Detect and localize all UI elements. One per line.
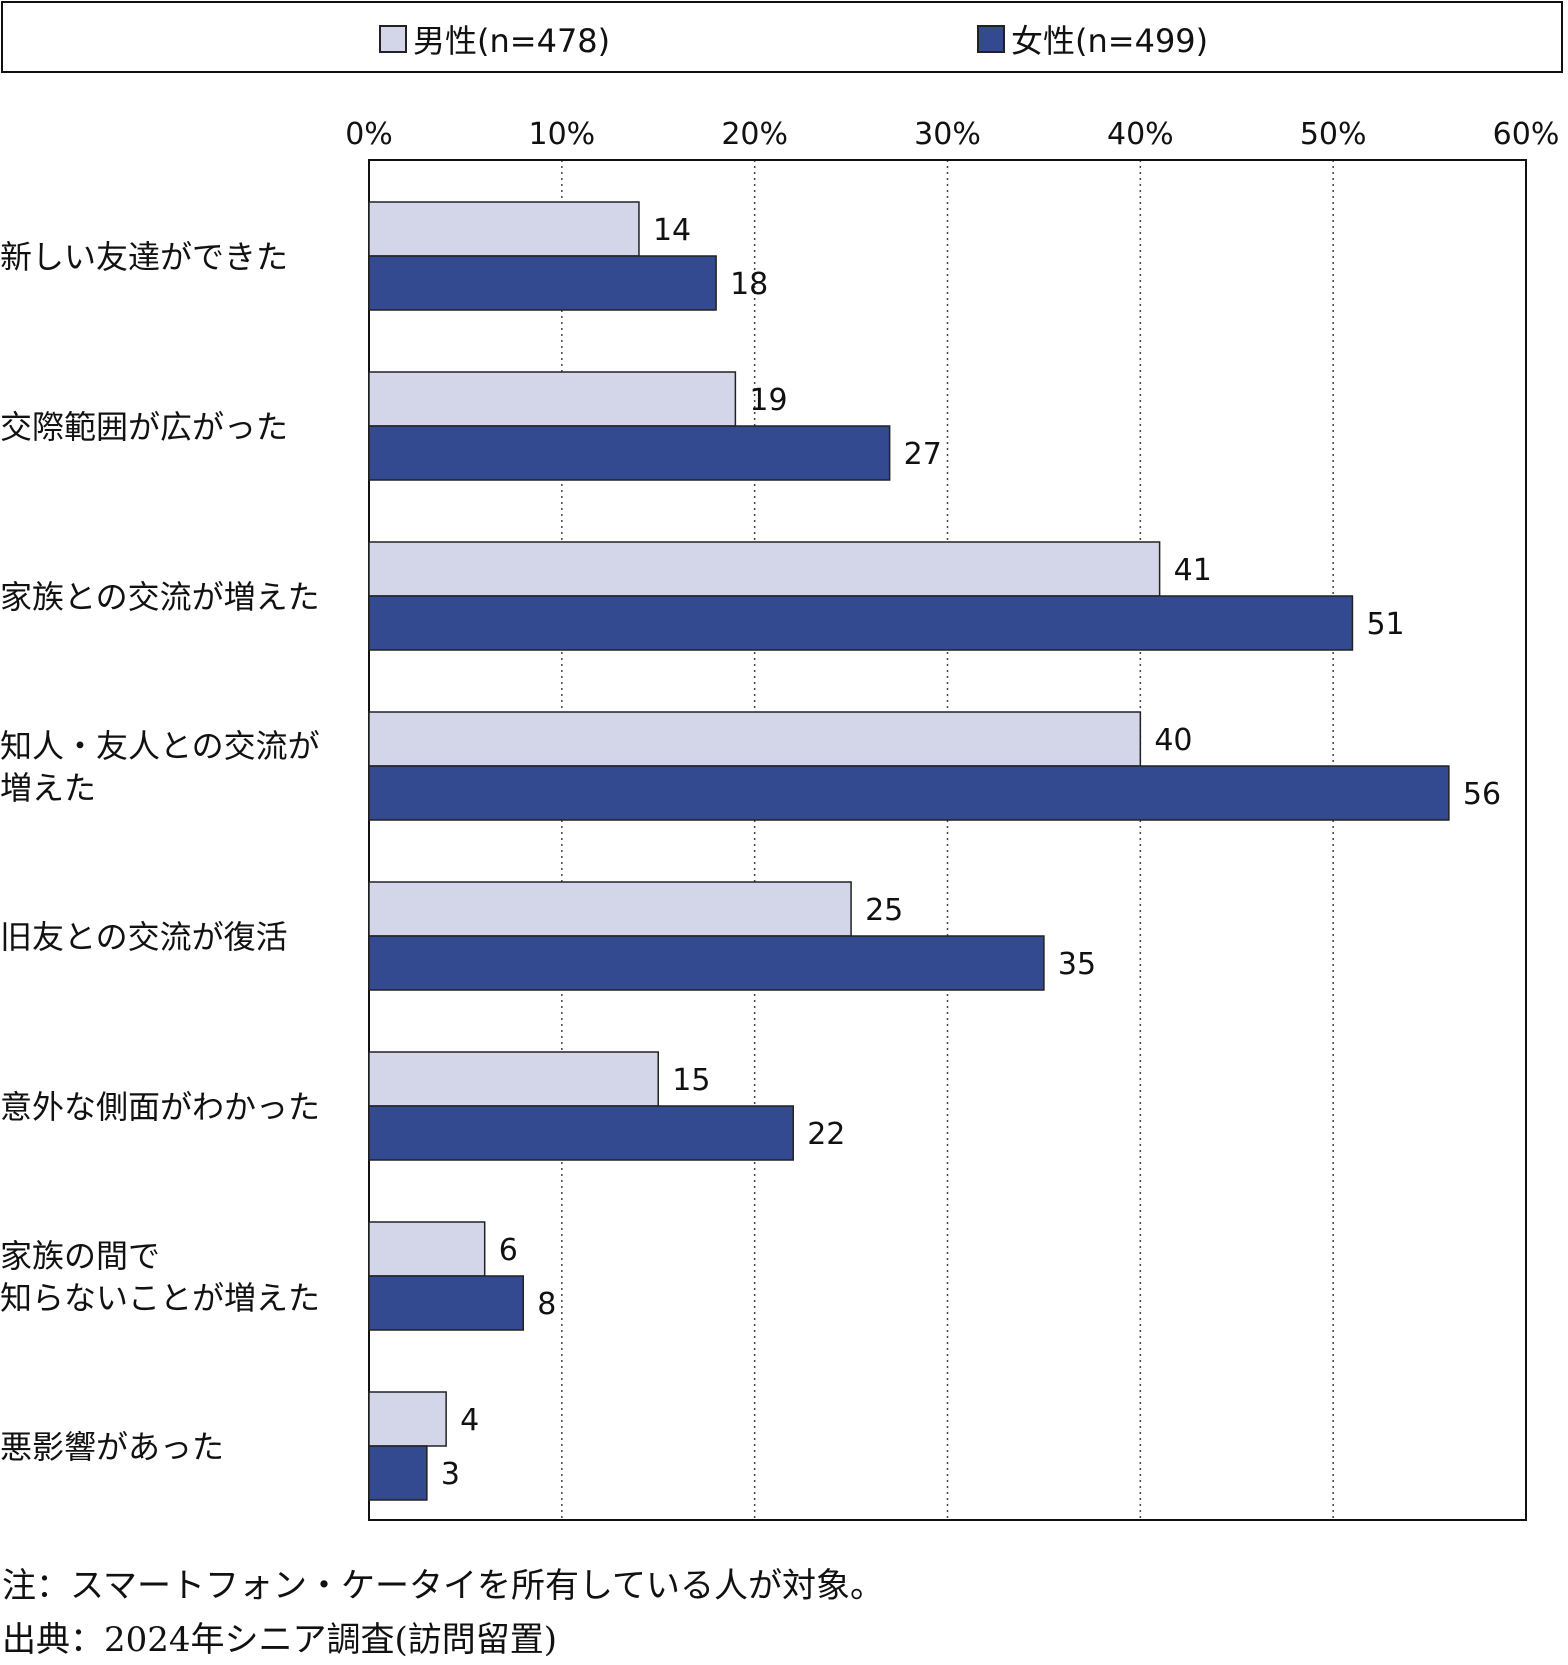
bar-chart: 0% 10% 20% 30% 40% 50% 60% 14 18 新しい友達ができた 19 27 交際範…: [0, 117, 1560, 1521]
category-label: 悪影響があった: [0, 1428, 224, 1466]
bar-male: [368, 1391, 447, 1447]
x-tick-label: 30%: [914, 117, 981, 152]
category-label: 新しい友達ができた: [0, 238, 288, 276]
x-tick-label: 20%: [721, 117, 788, 152]
data-label: 25: [865, 893, 903, 928]
bar-male: [368, 541, 1161, 597]
bar-male: [368, 201, 640, 257]
footer-source: 出典：2024年シニア調査(訪問留置): [2, 1620, 558, 1660]
legend-item-female: 女性(n=499): [977, 21, 1208, 60]
data-label: 41: [1174, 553, 1212, 588]
bar-female: [368, 425, 891, 481]
category-label: 知らないことが増えた: [0, 1279, 320, 1317]
legend-label-female: 女性(n=499): [1011, 22, 1209, 60]
data-label: 40: [1154, 723, 1192, 758]
data-label: 51: [1366, 607, 1404, 642]
legend-label-male: 男性(n=478): [413, 22, 611, 60]
category-label: 家族の間で: [0, 1237, 160, 1275]
data-label: 19: [749, 383, 787, 418]
bar-female: [368, 595, 1354, 651]
legend-item-male: 男性(n=478): [379, 21, 610, 60]
category-label: 交際範囲が広がった: [0, 408, 288, 446]
legend: 男性(n=478) 女性(n=499): [1, 1, 1563, 73]
data-label: 18: [730, 267, 768, 302]
bar-female: [368, 935, 1045, 991]
data-label: 27: [904, 437, 942, 472]
bar-female: [368, 255, 717, 311]
plot-frame: [368, 159, 1527, 1521]
bar-female: [368, 1445, 428, 1501]
bar-male: [368, 881, 852, 937]
bar-male: [368, 1221, 486, 1277]
bar-female: [368, 1105, 794, 1161]
bar-male: [368, 1051, 659, 1107]
data-label: 56: [1463, 777, 1501, 812]
data-label: 4: [460, 1403, 479, 1438]
data-label: 3: [441, 1457, 460, 1492]
category-label: 知人・友人との交流が: [0, 727, 320, 765]
x-tick-label: 60%: [1493, 117, 1560, 152]
x-tick-label: 0%: [345, 117, 393, 152]
data-label: 8: [537, 1287, 556, 1322]
x-tick-label: 10%: [528, 117, 595, 152]
data-label: 14: [653, 213, 691, 248]
bar-male: [368, 711, 1142, 767]
data-label: 15: [672, 1063, 710, 1098]
category-label: 旧友との交流が復活: [0, 918, 288, 956]
x-tick-label: 50%: [1300, 117, 1367, 152]
legend-swatch-female: [977, 25, 1005, 53]
bar-female: [368, 765, 1450, 821]
category-label: 家族との交流が増えた: [0, 578, 320, 616]
footer-note: 注：スマートフォン・ケータイを所有している人が対象。: [2, 1566, 884, 1606]
category-label: 増えた: [0, 769, 96, 807]
data-label: 6: [499, 1233, 518, 1268]
bar-female: [368, 1275, 525, 1331]
bar-male: [368, 371, 737, 427]
category-label: 意外な側面がわかった: [0, 1088, 320, 1126]
data-label: 35: [1058, 947, 1096, 982]
x-tick-label: 40%: [1107, 117, 1174, 152]
data-label: 22: [807, 1117, 845, 1152]
legend-swatch-male: [379, 25, 407, 53]
